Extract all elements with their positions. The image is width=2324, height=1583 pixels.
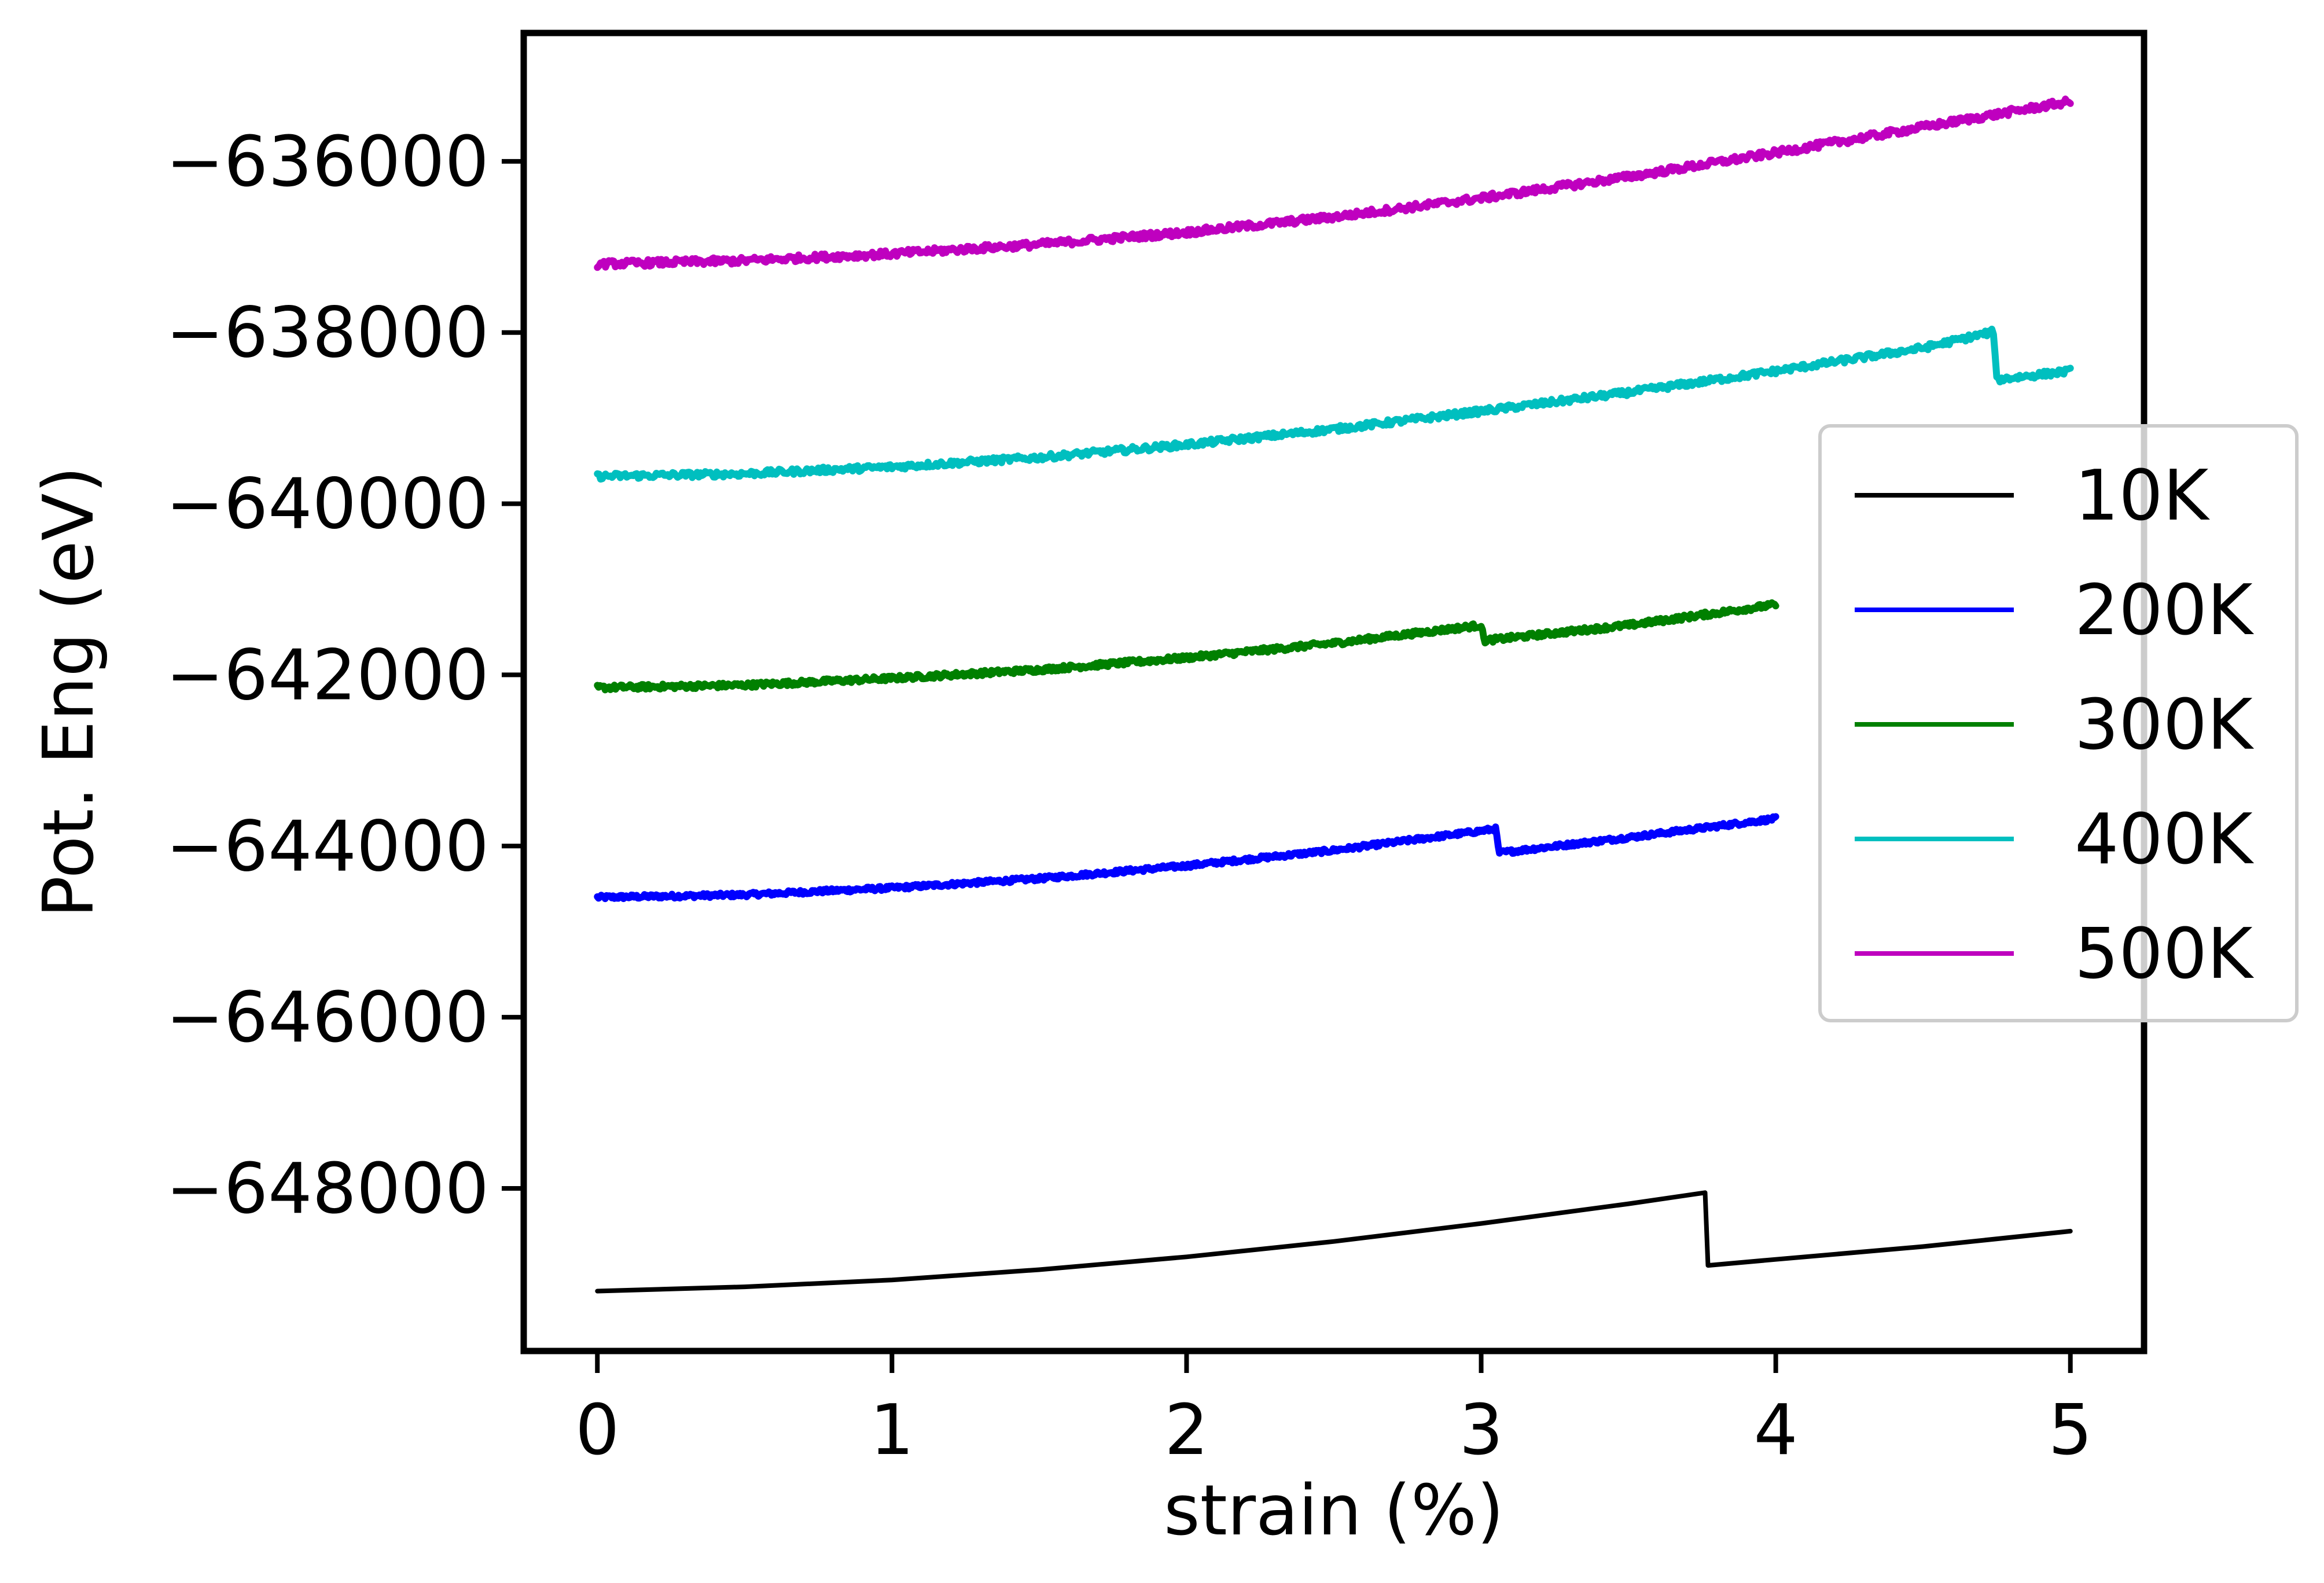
legend-label-500k: 500K	[2075, 914, 2255, 995]
x-tick-label: 2	[1164, 1390, 1208, 1471]
legend-label-400k: 400K	[2075, 800, 2255, 880]
legend-entries: 10K 200K 300K 400K 500K	[1855, 456, 2255, 995]
series-line-300k	[594, 599, 1779, 694]
y-tick-label: −648000	[166, 1149, 489, 1229]
y-tick-label: −638000	[166, 293, 489, 374]
y-tick-label: −646000	[166, 978, 489, 1058]
plot-lines	[594, 95, 2074, 1294]
legend-label-300k: 300K	[2075, 685, 2255, 765]
series-line-200k	[594, 813, 1779, 903]
y-tick-label: −642000	[166, 635, 489, 716]
series-line-10k	[595, 1190, 2073, 1294]
series-line-400k	[594, 325, 2074, 483]
legend-box	[1818, 424, 2299, 1022]
y-tick-label: −644000	[166, 807, 489, 887]
legend-label-10k: 10K	[2075, 456, 2211, 536]
x-axis-label: strain (%)	[1164, 1471, 1504, 1551]
series-line-500k	[594, 95, 2074, 271]
x-tick-label: 1	[870, 1390, 914, 1471]
x-axis-ticks: 0 1 2 3 4 5	[575, 1351, 2093, 1471]
y-tick-label: −640000	[166, 465, 489, 545]
legend: 10K 200K 300K 400K 500K	[1818, 424, 2299, 1022]
x-tick-label: 4	[1753, 1390, 1797, 1471]
x-tick-label: 5	[2049, 1390, 2093, 1471]
legend-label-200k: 200K	[2075, 570, 2255, 651]
x-tick-label: 3	[1459, 1390, 1503, 1471]
y-tick-label: −636000	[166, 122, 489, 203]
y-axis-label: Pot. Eng (eV)	[29, 466, 109, 918]
y-axis-ticks: −636000 −638000 −640000 −642000 −644000 −6460…	[166, 122, 524, 1229]
x-tick-label: 0	[575, 1390, 619, 1471]
